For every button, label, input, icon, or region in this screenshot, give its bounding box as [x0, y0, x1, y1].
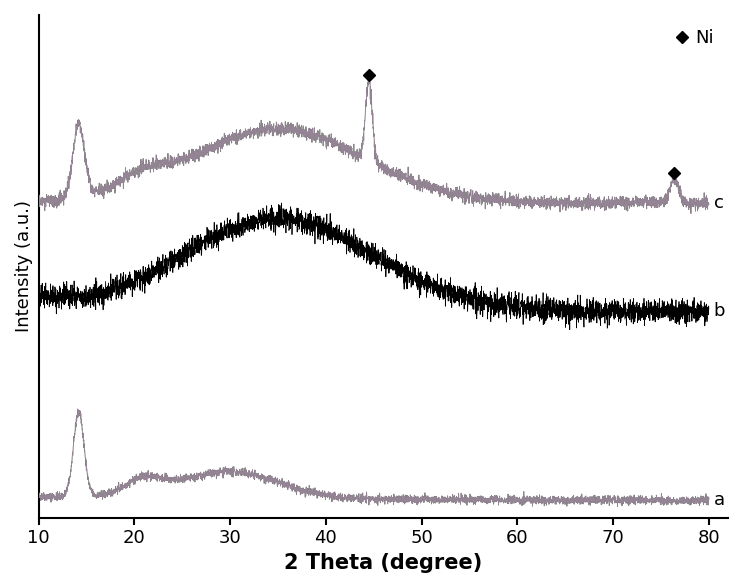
X-axis label: 2 Theta (degree): 2 Theta (degree) [284, 553, 482, 573]
Legend: Ni: Ni [669, 24, 719, 53]
Text: b: b [713, 302, 725, 320]
Y-axis label: Intensity (a.u.): Intensity (a.u.) [15, 201, 33, 332]
Text: c: c [713, 194, 724, 212]
Text: a: a [713, 492, 724, 509]
